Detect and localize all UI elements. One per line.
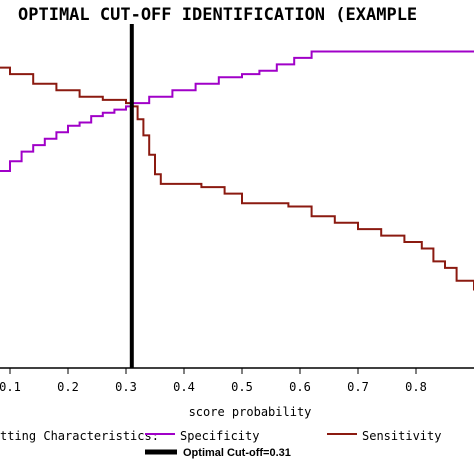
x-tick-label: 0.6 bbox=[289, 380, 311, 394]
x-tick-label: 0.4 bbox=[173, 380, 195, 394]
legend-label-cutoff: Optimal Cut-off=0.31 bbox=[183, 447, 291, 459]
x-tick-label: 0.8 bbox=[405, 380, 427, 394]
x-tick-label: 0.7 bbox=[347, 380, 369, 394]
legend-title: tting Characteristics: bbox=[0, 429, 159, 443]
x-tick-label: 0.2 bbox=[57, 380, 79, 394]
legend: tting Characteristics: Specificity Sensi… bbox=[0, 429, 441, 459]
legend-label-specificity: Specificity bbox=[180, 429, 259, 443]
x-tick-label: 0.1 bbox=[0, 380, 21, 394]
x-tick-label: 0.3 bbox=[115, 380, 137, 394]
x-ticks: 0.1 0.2 0.3 0.4 0.5 0.6 0.7 0.8 bbox=[0, 368, 427, 394]
series-line-specificity bbox=[0, 50, 474, 172]
curves bbox=[0, 50, 474, 291]
x-axis-label: score probability bbox=[189, 405, 312, 419]
legend-label-sensitivity: Sensitivity bbox=[362, 429, 441, 443]
series-line-sensitivity bbox=[0, 66, 474, 291]
x-tick-label: 0.5 bbox=[231, 380, 253, 394]
chart-title: OPTIMAL CUT-OFF IDENTIFICATION (EXAMPLE bbox=[18, 5, 417, 25]
